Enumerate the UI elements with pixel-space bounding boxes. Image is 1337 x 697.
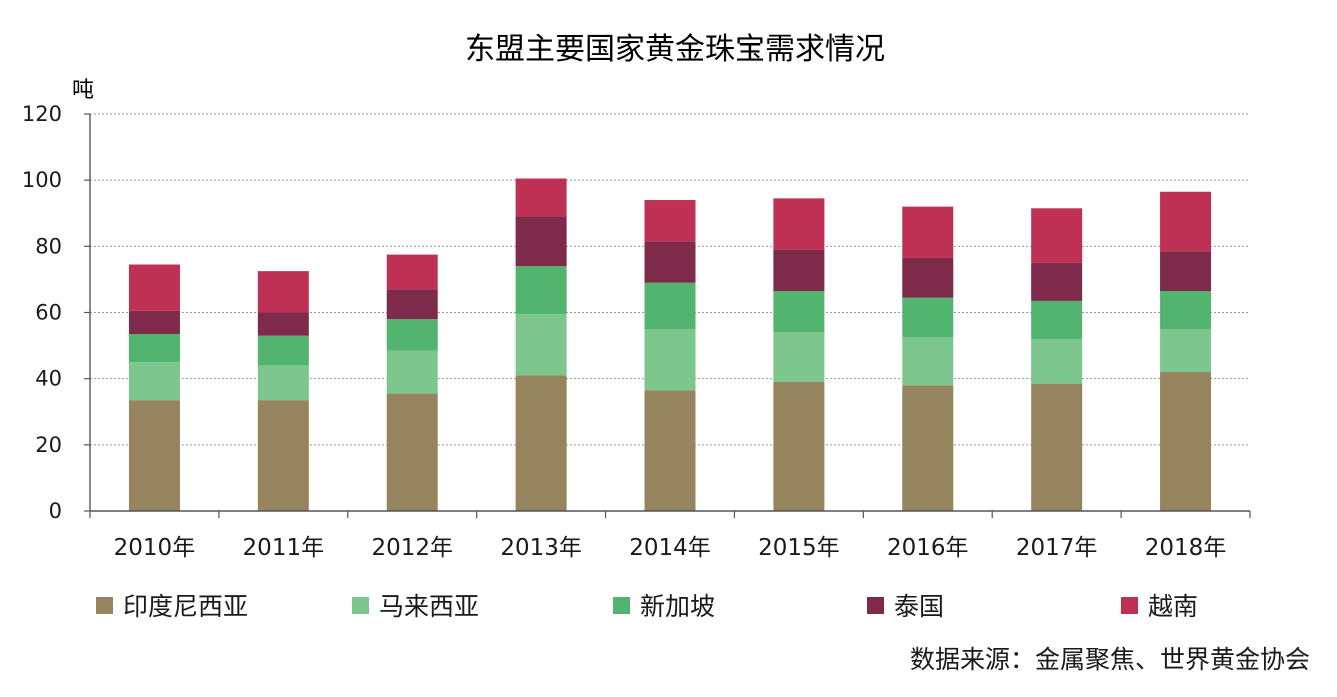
y-tick-label: 100: [22, 168, 62, 192]
bar-segment: [1031, 383, 1083, 511]
x-tick-label: 2013年: [500, 535, 582, 561]
x-tick-label: 2016年: [887, 535, 969, 561]
legend-label: 马来西亚: [379, 592, 479, 621]
bar-segment: [386, 350, 438, 394]
bar-segment: [515, 314, 567, 376]
bar-segment: [1031, 262, 1083, 301]
bar-segment: [1160, 372, 1212, 511]
bar-segment: [1031, 300, 1083, 339]
legend-swatch: [352, 597, 369, 614]
bar-segment: [386, 289, 438, 320]
bar-segment: [902, 337, 954, 386]
y-tick-label: 120: [22, 102, 62, 126]
bar-segment: [1160, 251, 1212, 291]
x-tick-label: 2014年: [629, 535, 711, 561]
bar-segment: [386, 393, 438, 511]
bar-segment: [773, 332, 825, 382]
bar-segment: [773, 198, 825, 250]
bars: [128, 178, 1212, 511]
bar-segment: [515, 178, 567, 217]
legend: 印度尼西亚 马来西亚 新加坡 泰国 越南: [96, 592, 1198, 621]
bar-segment: [128, 264, 180, 311]
y-axis-unit-label: 吨: [72, 78, 94, 103]
axes: [84, 113, 1251, 518]
legend-swatch: [613, 597, 630, 614]
legend-swatch: [1121, 597, 1138, 614]
x-tick-label: 2012年: [371, 535, 453, 561]
x-tick-label: 2015年: [758, 535, 840, 561]
x-tick-label: 2018年: [1145, 535, 1227, 561]
y-tick-label: 60: [35, 301, 62, 325]
bar-segment: [128, 310, 180, 335]
chart-title: 东盟主要国家黄金珠宝需求情况: [465, 32, 885, 67]
bar-segment: [257, 312, 309, 336]
legend-swatch: [867, 597, 884, 614]
bar-segment: [644, 282, 696, 330]
bar-segment: [773, 290, 825, 333]
bar-segment: [386, 319, 438, 351]
bar-segment: [386, 254, 438, 290]
y-tick-label: 80: [35, 234, 62, 258]
legend-label: 泰国: [894, 592, 944, 621]
bar-segment: [902, 206, 954, 258]
x-axis-tick-labels: 2010年 2011年 2012年 2013年 2014年 2015年 2016年 2017年…: [114, 535, 1227, 561]
bar-segment: [515, 375, 567, 511]
bar-segment: [902, 257, 954, 298]
x-tick-label: 2011年: [243, 535, 325, 561]
legend-label: 新加坡: [640, 592, 715, 621]
bar-segment: [515, 266, 567, 315]
legend-swatch: [96, 597, 113, 614]
bar-segment: [257, 335, 309, 366]
bar-segment: [515, 216, 567, 267]
bar-segment: [644, 329, 696, 391]
source-note: 数据来源：金属聚焦、世界黄金协会: [910, 645, 1310, 674]
y-tick-label: 0: [49, 499, 62, 523]
bar-segment: [902, 297, 954, 338]
legend-label: 印度尼西亚: [123, 592, 248, 621]
bar-segment: [128, 362, 180, 401]
bar-segment: [257, 365, 309, 401]
bar-segment: [128, 400, 180, 511]
bar-segment: [644, 390, 696, 511]
bar-segment: [773, 381, 825, 511]
bar-segment: [257, 400, 309, 511]
y-axis-tick-labels: 0 20 40 60 80 100 120: [22, 102, 62, 523]
bar-segment: [1160, 329, 1212, 373]
y-tick-label: 40: [35, 367, 62, 391]
bar-segment: [1160, 191, 1212, 252]
bar-segment: [1031, 338, 1083, 384]
bar-segment: [257, 271, 309, 313]
x-tick-label: 2017年: [1016, 535, 1098, 561]
bar-segment: [773, 249, 825, 291]
bar-segment: [902, 385, 954, 511]
bar-segment: [644, 241, 696, 283]
x-tick-label: 2010年: [114, 535, 196, 561]
bar-segment: [128, 334, 180, 363]
y-tick-label: 20: [35, 433, 62, 457]
bar-segment: [1031, 208, 1083, 263]
bar-segment: [1160, 290, 1212, 330]
bar-segment: [644, 200, 696, 242]
legend-label: 越南: [1148, 592, 1198, 621]
